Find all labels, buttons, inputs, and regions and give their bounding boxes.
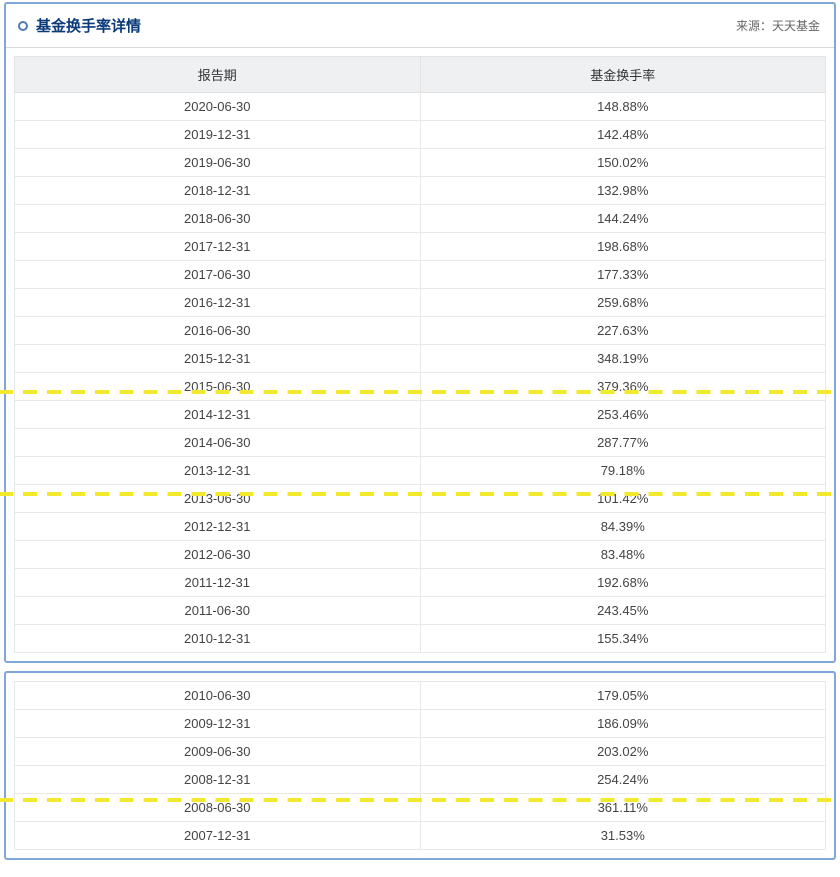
page: 基金换手率详情 来源：天天基金 报告期 基金换手率 2020-06-30148.…	[0, 2, 840, 860]
cell-turnover-rate: 79.18%	[420, 457, 826, 485]
cell-turnover-rate: 31.53%	[420, 822, 826, 850]
cell-report-period: 2013-06-30	[15, 485, 421, 513]
panel-source: 来源：天天基金	[736, 17, 820, 34]
panel-title-wrap: 基金换手率详情	[18, 15, 141, 36]
table-row: 2013-06-30101.42%	[15, 485, 826, 513]
cell-report-period: 2018-12-31	[15, 177, 421, 205]
table-row: 2012-06-3083.48%	[15, 541, 826, 569]
table-row: 2009-06-30203.02%	[15, 738, 826, 766]
cell-turnover-rate: 243.45%	[420, 597, 826, 625]
cell-turnover-rate: 132.98%	[420, 177, 826, 205]
cell-report-period: 2009-06-30	[15, 738, 421, 766]
table-row: 2009-12-31186.09%	[15, 710, 826, 738]
source-prefix: 来源：	[736, 19, 772, 33]
cell-turnover-rate: 198.68%	[420, 233, 826, 261]
table-header-row: 报告期 基金换手率	[15, 57, 826, 93]
table-row: 2015-12-31348.19%	[15, 345, 826, 373]
cell-turnover-rate: 101.42%	[420, 485, 826, 513]
source-name: 天天基金	[772, 19, 820, 33]
cell-turnover-rate: 192.68%	[420, 569, 826, 597]
turnover-panel-continued: 2010-06-30179.05%2009-12-31186.09%2009-0…	[4, 671, 836, 860]
table-row: 2017-12-31198.68%	[15, 233, 826, 261]
cell-turnover-rate: 84.39%	[420, 513, 826, 541]
cell-report-period: 2009-12-31	[15, 710, 421, 738]
turnover-table-1: 报告期 基金换手率 2020-06-30148.88%2019-12-31142…	[14, 56, 826, 653]
cell-report-period: 2014-06-30	[15, 429, 421, 457]
table-body-2: 2010-06-30179.05%2009-12-31186.09%2009-0…	[15, 682, 826, 850]
table-row: 2011-12-31192.68%	[15, 569, 826, 597]
cell-turnover-rate: 379.36%	[420, 373, 826, 401]
cell-report-period: 2013-12-31	[15, 457, 421, 485]
cell-report-period: 2017-12-31	[15, 233, 421, 261]
cell-turnover-rate: 287.77%	[420, 429, 826, 457]
cell-turnover-rate: 259.68%	[420, 289, 826, 317]
cell-report-period: 2011-12-31	[15, 569, 421, 597]
table-row: 2016-12-31259.68%	[15, 289, 826, 317]
table-row: 2011-06-30243.45%	[15, 597, 826, 625]
cell-report-period: 2020-06-30	[15, 93, 421, 121]
cell-report-period: 2012-12-31	[15, 513, 421, 541]
table-row: 2008-06-30361.11%	[15, 794, 826, 822]
cell-report-period: 2018-06-30	[15, 205, 421, 233]
table-row: 2014-12-31253.46%	[15, 401, 826, 429]
table-row: 2010-12-31155.34%	[15, 625, 826, 653]
cell-report-period: 2008-12-31	[15, 766, 421, 794]
panel-header: 基金换手率详情 来源：天天基金	[6, 4, 834, 48]
cell-turnover-rate: 177.33%	[420, 261, 826, 289]
cell-turnover-rate: 253.46%	[420, 401, 826, 429]
cell-turnover-rate: 254.24%	[420, 766, 826, 794]
cell-turnover-rate: 144.24%	[420, 205, 826, 233]
cell-report-period: 2014-12-31	[15, 401, 421, 429]
cell-report-period: 2011-06-30	[15, 597, 421, 625]
table-row: 2020-06-30148.88%	[15, 93, 826, 121]
cell-report-period: 2010-06-30	[15, 682, 421, 710]
table-row: 2013-12-3179.18%	[15, 457, 826, 485]
cell-turnover-rate: 83.48%	[420, 541, 826, 569]
table-body-1: 2020-06-30148.88%2019-12-31142.48%2019-0…	[15, 93, 826, 653]
table-head: 报告期 基金换手率	[15, 57, 826, 93]
cell-report-period: 2017-06-30	[15, 261, 421, 289]
cell-turnover-rate: 227.63%	[420, 317, 826, 345]
table-row: 2015-06-30379.36%	[15, 373, 826, 401]
table-row: 2010-06-30179.05%	[15, 682, 826, 710]
cell-report-period: 2007-12-31	[15, 822, 421, 850]
table-row: 2019-12-31142.48%	[15, 121, 826, 149]
cell-turnover-rate: 142.48%	[420, 121, 826, 149]
cell-turnover-rate: 179.05%	[420, 682, 826, 710]
table-row: 2017-06-30177.33%	[15, 261, 826, 289]
cell-turnover-rate: 348.19%	[420, 345, 826, 373]
cell-report-period: 2019-06-30	[15, 149, 421, 177]
turnover-panel: 基金换手率详情 来源：天天基金 报告期 基金换手率 2020-06-30148.…	[4, 2, 836, 663]
cell-report-period: 2010-12-31	[15, 625, 421, 653]
cell-turnover-rate: 361.11%	[420, 794, 826, 822]
cell-turnover-rate: 155.34%	[420, 625, 826, 653]
cell-report-period: 2015-06-30	[15, 373, 421, 401]
table-row: 2007-12-3131.53%	[15, 822, 826, 850]
cell-report-period: 2012-06-30	[15, 541, 421, 569]
cell-turnover-rate: 148.88%	[420, 93, 826, 121]
cell-report-period: 2016-06-30	[15, 317, 421, 345]
cell-turnover-rate: 203.02%	[420, 738, 826, 766]
cell-report-period: 2019-12-31	[15, 121, 421, 149]
turnover-table-2: 2010-06-30179.05%2009-12-31186.09%2009-0…	[14, 681, 826, 850]
bullet-icon	[18, 21, 28, 31]
table-row: 2018-12-31132.98%	[15, 177, 826, 205]
table-row: 2008-12-31254.24%	[15, 766, 826, 794]
cell-report-period: 2008-06-30	[15, 794, 421, 822]
panel-title: 基金换手率详情	[36, 15, 141, 36]
table-row: 2012-12-3184.39%	[15, 513, 826, 541]
cell-turnover-rate: 186.09%	[420, 710, 826, 738]
col-report-period: 报告期	[15, 57, 421, 93]
col-turnover-rate: 基金换手率	[420, 57, 826, 93]
table-row: 2019-06-30150.02%	[15, 149, 826, 177]
cell-report-period: 2016-12-31	[15, 289, 421, 317]
table-row: 2016-06-30227.63%	[15, 317, 826, 345]
cell-report-period: 2015-12-31	[15, 345, 421, 373]
cell-turnover-rate: 150.02%	[420, 149, 826, 177]
table-row: 2014-06-30287.77%	[15, 429, 826, 457]
table-row: 2018-06-30144.24%	[15, 205, 826, 233]
